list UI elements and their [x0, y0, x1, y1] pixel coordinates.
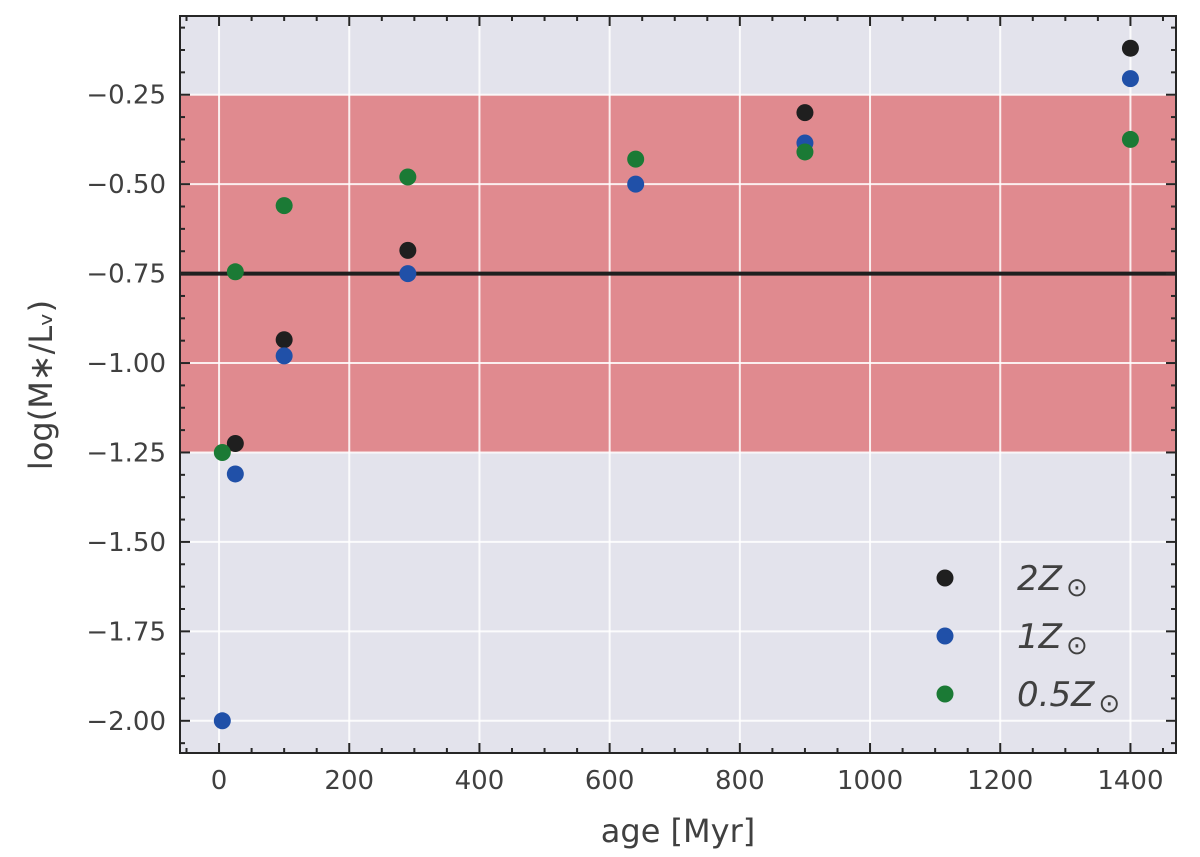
y-tick-label: −1.75 — [86, 617, 166, 647]
y-axis-label: log(M∗/Lᵥ) — [22, 300, 60, 470]
y-tick-label: −0.50 — [86, 170, 166, 200]
x-tick-label: 1400 — [1097, 766, 1163, 796]
data-point-2z — [1121, 39, 1139, 57]
legend: 2Z ⊙ 1Z ⊙ 0.5Z ⊙ — [936, 559, 1120, 719]
legend-label-1z: 1Z ⊙ — [1017, 617, 1088, 661]
legend-label-2z: 2Z ⊙ — [1017, 559, 1088, 603]
data-point-0_5z — [627, 150, 645, 168]
x-tick-label: 400 — [455, 766, 505, 796]
data-point-0_5z — [1121, 130, 1139, 148]
x-tick-label: 200 — [324, 766, 374, 796]
data-point-0_5z — [796, 143, 814, 161]
data-point-1z — [213, 712, 231, 730]
y-tick-label: −0.75 — [86, 260, 166, 290]
data-point-0_5z — [399, 168, 417, 186]
data-point-1z — [399, 265, 417, 283]
data-point-1z — [627, 175, 645, 193]
data-point-0_5z — [213, 443, 231, 461]
y-tick-label: −1.25 — [86, 438, 166, 468]
data-point-1z — [226, 465, 244, 483]
legend-marker-0_5z — [936, 685, 954, 703]
x-tick-label: 600 — [585, 766, 635, 796]
data-point-2z — [796, 104, 814, 122]
x-axis-label: age [Myr] — [601, 812, 755, 850]
y-tick-label: −1.50 — [86, 528, 166, 558]
data-point-0_5z — [226, 263, 244, 281]
x-tick-label: 1200 — [967, 766, 1033, 796]
legend-marker-2z — [936, 569, 954, 587]
data-point-1z — [1121, 70, 1139, 88]
x-tick-label: 0 — [211, 766, 228, 796]
legend-marker-1z — [936, 627, 954, 645]
data-point-2z — [275, 331, 293, 349]
data-point-0_5z — [275, 197, 293, 215]
y-tick-label: −2.00 — [86, 707, 166, 737]
data-point-2z — [226, 435, 244, 453]
x-tick-label: 800 — [715, 766, 765, 796]
data-point-2z — [399, 241, 417, 259]
x-tick-label: 1000 — [837, 766, 903, 796]
data-point-1z — [275, 347, 293, 365]
y-tick-label: −0.25 — [86, 81, 166, 111]
y-tick-label: −1.00 — [86, 349, 166, 379]
legend-label-0_5z: 0.5Z ⊙ — [1017, 675, 1120, 719]
